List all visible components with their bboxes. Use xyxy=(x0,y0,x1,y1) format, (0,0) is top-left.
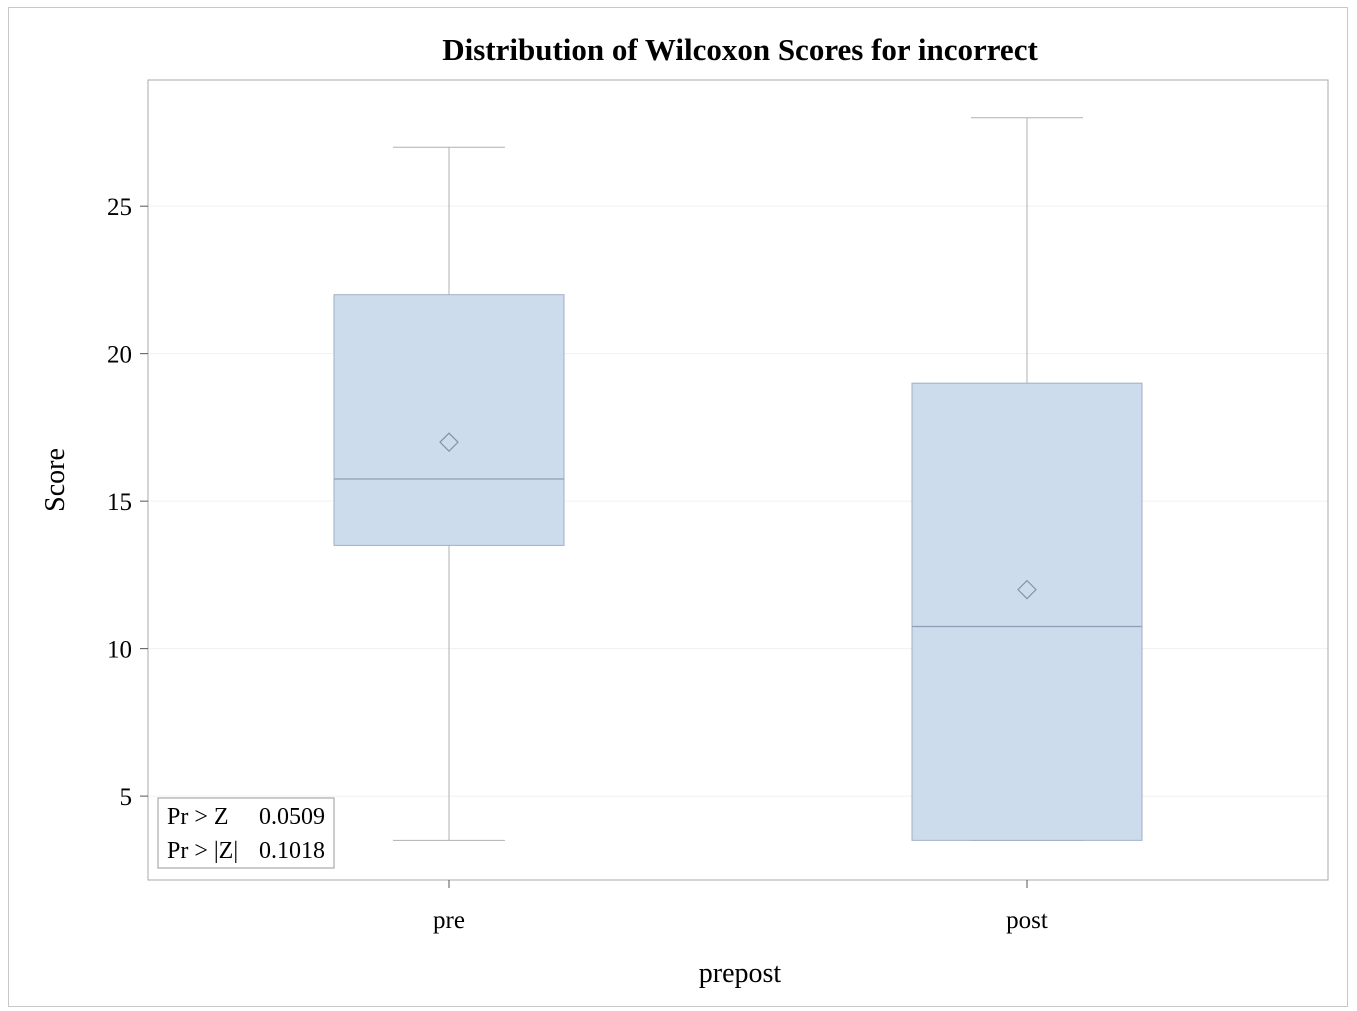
x-axis-label: prepost xyxy=(699,958,782,989)
y-tick-label-25: 25 xyxy=(107,194,132,221)
chart-frame: Distribution of Wilcoxon Scores for inco… xyxy=(8,7,1348,1007)
box-plots xyxy=(333,117,1143,841)
inset-label-pr-z: Pr > Z xyxy=(167,804,229,830)
chart-svg: Distribution of Wilcoxon Scores for inco… xyxy=(40,32,1329,989)
y-axis-label: Score xyxy=(40,448,71,512)
inset-value-pr-abs-z: 0.1018 xyxy=(259,838,325,864)
box-post xyxy=(911,382,1143,841)
inset-value-pr-z: 0.0509 xyxy=(259,804,325,830)
plot-area xyxy=(147,79,1329,881)
y-axis: 5 10 15 20 25 xyxy=(107,194,148,811)
x-axis: pre post xyxy=(433,880,1048,934)
x-tick-label-pre: pre xyxy=(433,907,465,934)
y-tick-label-15: 15 xyxy=(107,489,132,516)
y-tick-label-20: 20 xyxy=(107,342,132,369)
x-tick-label-post: post xyxy=(1006,907,1048,934)
y-tick-label-5: 5 xyxy=(120,784,133,811)
inset-label-pr-abs-z: Pr > |Z| xyxy=(167,838,238,864)
gridlines xyxy=(148,205,1328,797)
statistics-inset: Pr > Z 0.0509 Pr > |Z| 0.1018 xyxy=(157,797,335,869)
y-tick-label-10: 10 xyxy=(107,637,132,664)
mean-marker-pre xyxy=(439,432,459,453)
inset-border xyxy=(157,797,335,869)
mean-marker-post xyxy=(1017,579,1037,600)
box-pre xyxy=(333,294,565,546)
chart-title: Distribution of Wilcoxon Scores for inco… xyxy=(442,32,1038,67)
